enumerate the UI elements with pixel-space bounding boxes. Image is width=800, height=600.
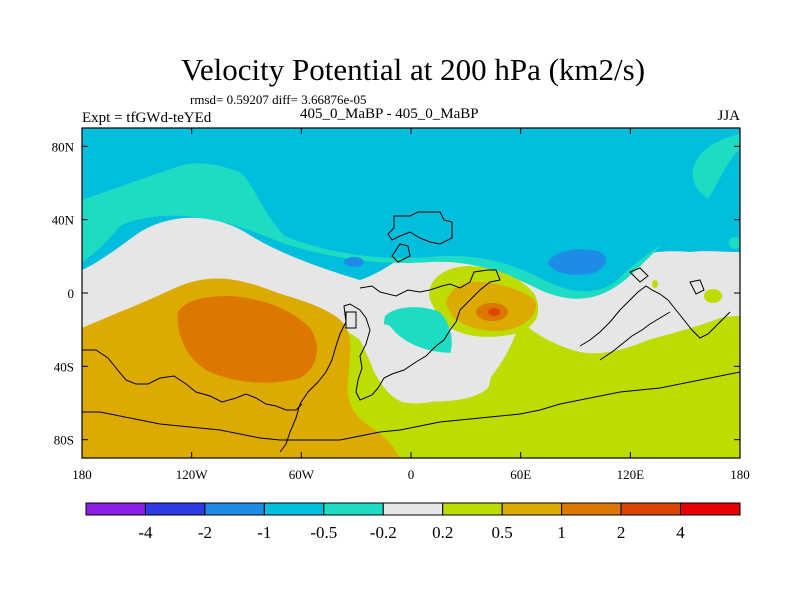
colorbar: -4 -2 -1 -0.5 -0.2 0.2 0.5 1 2 4 (85, 502, 741, 542)
colorbar-swatch (263, 502, 325, 516)
colorbar-label: -4 (138, 523, 153, 542)
y-tick-label: 0 (68, 286, 75, 301)
y-tick-label: 80S (54, 433, 74, 448)
colorbar-swatch (144, 502, 206, 516)
coastline-east (579, 285, 731, 347)
region-central-asia-minimum (548, 249, 607, 275)
coastline-small-island (345, 311, 357, 329)
colorbar-swatch (382, 502, 444, 516)
rmsd-diff-label: rmsd= 0.59207 diff= 3.66876e-05 (190, 92, 367, 107)
colorbar-label: 4 (676, 523, 685, 542)
region-atlantic-white (366, 324, 491, 402)
colorbar-label: 1 (557, 523, 566, 542)
coastline-central (279, 269, 501, 453)
x-tick-label: 0 (408, 467, 415, 482)
colorbar-label: -2 (198, 523, 212, 542)
coastline-north-east (391, 243, 411, 263)
colorbar-label: 0.5 (492, 523, 513, 542)
colorbar-swatch (323, 502, 384, 516)
colorbar-swatch (442, 502, 503, 516)
coastline-east-island-2 (689, 279, 705, 295)
region-pacific-maximum (177, 296, 317, 383)
x-tick-label: 180 (72, 467, 92, 482)
x-tick-label: 60E (510, 467, 531, 482)
region-east-pacific-yellowgreen (704, 289, 722, 303)
colorbar-label: 0.2 (432, 523, 453, 542)
experiment-label: Expt = tfGWd-teYEd (82, 110, 212, 126)
x-tick-label: 60W (289, 467, 315, 482)
region-north-pacific-minimum (344, 257, 364, 267)
coastline-south-america (82, 349, 303, 411)
y-tick-label: 40N (52, 213, 75, 228)
x-tick-label: 180 (730, 467, 750, 482)
colorbar-swatch (620, 502, 682, 516)
colorbar-swatch (85, 502, 146, 516)
colorbar-label: -0.2 (370, 523, 397, 542)
colorbar-swatch (561, 502, 622, 516)
coastline-antarctic (82, 371, 740, 441)
coastline-east-islands (629, 267, 649, 283)
colorbar-label: -0.5 (310, 523, 337, 542)
coastline-east-south (599, 311, 671, 361)
region-west-edge-aqua (82, 237, 89, 249)
coastlines (82, 211, 740, 453)
case-comparison-label: 405_0_MaBP - 405_0_MaBP (300, 106, 479, 122)
x-tick-label: 120E (617, 467, 645, 482)
colorbar-label: 2 (617, 523, 626, 542)
chart-title: Velocity Potential at 200 hPa (km2/s) (180, 52, 646, 87)
season-label: JJA (717, 108, 740, 124)
axis-ticks: 180 120W 60W 0 60E 120E 180 80N 40N 0 40S 80S (52, 128, 750, 482)
region-small-yellowgreen (652, 280, 658, 288)
colorbar-swatch (501, 502, 563, 516)
coastline-north (387, 211, 453, 245)
colorbar-label: -1 (257, 523, 271, 542)
region-africa-center (488, 308, 500, 316)
colorbar-swatch (680, 502, 741, 516)
colorbar-swatch (204, 502, 265, 516)
contour-fills (82, 128, 740, 458)
y-tick-label: 40S (54, 359, 74, 374)
x-tick-label: 120W (176, 467, 209, 482)
y-tick-label: 80N (52, 139, 75, 154)
region-east-edge-aqua (729, 237, 740, 249)
